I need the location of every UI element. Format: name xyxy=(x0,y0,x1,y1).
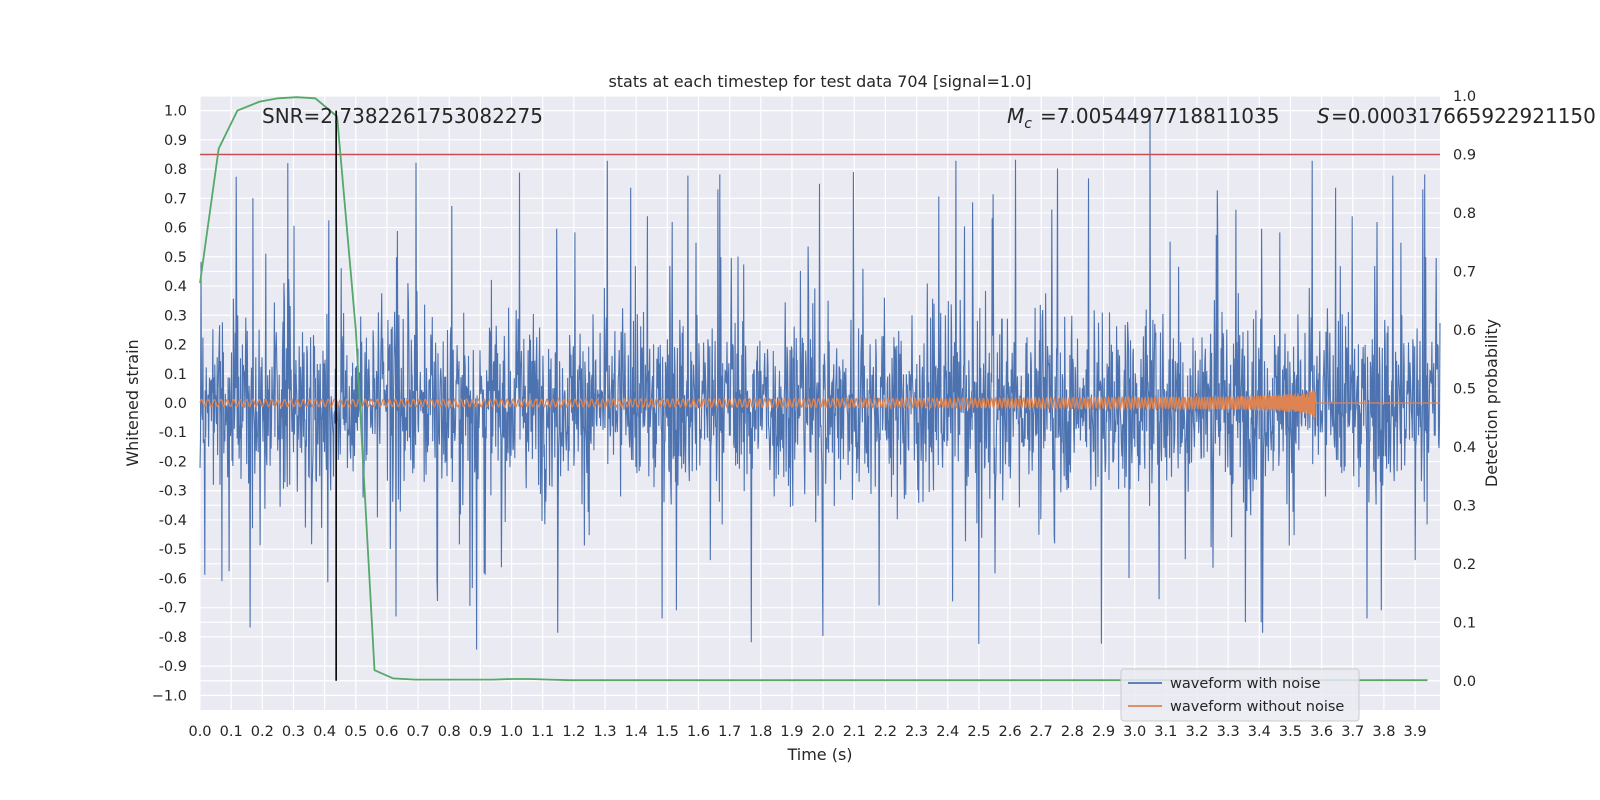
right-y-tick-label: 0.4 xyxy=(1453,440,1476,456)
x-tick-label: 0.3 xyxy=(282,724,305,740)
x-tick-label: 2.7 xyxy=(1030,724,1053,740)
x-tick-label: 1.3 xyxy=(593,724,616,740)
x-tick-label: 0.7 xyxy=(407,724,430,740)
x-tick-label: 2.2 xyxy=(874,724,897,740)
legend-label-clean: waveform without noise xyxy=(1170,699,1344,715)
y-axis-label: Whitened strain xyxy=(123,339,142,466)
x-tick-label: 1.1 xyxy=(531,724,554,740)
snr-annotation: SNR=2.7382261753082275 xyxy=(262,104,543,128)
x-tick-label: 2.4 xyxy=(936,724,959,740)
x-tick-label: 0.5 xyxy=(344,724,367,740)
y-tick-label: 0.8 xyxy=(164,162,187,178)
x-tick-label: 0.0 xyxy=(188,724,211,740)
x-tick-label: 2.8 xyxy=(1061,724,1084,740)
s-annotation: S =0.000317665922921150 xyxy=(1317,104,1596,128)
x-tick-label: 3.5 xyxy=(1279,724,1302,740)
x-tick-label: 3.0 xyxy=(1123,724,1146,740)
x-tick-label: 0.1 xyxy=(220,724,243,740)
x-tick-label: 0.2 xyxy=(251,724,274,740)
y-tick-label: 0.6 xyxy=(164,221,187,237)
y-tick-label: 0.5 xyxy=(164,250,187,266)
right-y-tick-label: 1.0 xyxy=(1453,89,1476,105)
x-tick-label: 2.1 xyxy=(843,724,866,740)
x-tick-label: 3.3 xyxy=(1217,724,1240,740)
right-y-tick-label: 0.8 xyxy=(1453,206,1476,222)
y-tick-label: 0.9 xyxy=(164,133,187,149)
series-waveform-without-noise xyxy=(199,388,1440,419)
x-tick-label: 3.2 xyxy=(1185,724,1208,740)
y-tick-label: 0.3 xyxy=(164,308,187,324)
x-tick-label: 1.5 xyxy=(656,724,679,740)
x-tick-label: 1.8 xyxy=(749,724,772,740)
x-tick-label: 2.3 xyxy=(905,724,928,740)
y-tick-label: 0.4 xyxy=(164,279,187,295)
x-tick-label: 1.6 xyxy=(687,724,710,740)
s-value: =0.000317665922921150 xyxy=(1331,104,1596,128)
y-tick-label: -0.1 xyxy=(159,425,187,441)
axes: 0.0 0.1 0.2 0.3 0.4 0.5 0.6 0.7 0.8 0.9 1.0 1.1 1.2 1… xyxy=(152,89,1476,740)
x-tick-label: 2.9 xyxy=(1092,724,1115,740)
x-tick-label: 3.7 xyxy=(1341,724,1364,740)
x-tick-label: 0.4 xyxy=(313,724,336,740)
x-tick-label: 1.9 xyxy=(780,724,803,740)
x-tick-label: 1.2 xyxy=(562,724,585,740)
x-tick-label: 3.9 xyxy=(1404,724,1427,740)
x-tick-label: 2.5 xyxy=(967,724,990,740)
legend-label-noise: waveform with noise xyxy=(1170,676,1321,692)
legend: waveform with noise waveform without noi… xyxy=(1120,668,1360,722)
s-symbol: S xyxy=(1317,104,1330,128)
right-y-tick-label: 0.1 xyxy=(1453,615,1476,631)
mc-value: =7.0054497718811035 xyxy=(1040,104,1279,128)
series-waveform-with-noise xyxy=(199,110,1441,650)
x-tick-label: 0.9 xyxy=(469,724,492,740)
right-y-tick-label: 0.6 xyxy=(1453,323,1476,339)
y-tick-label: -0.6 xyxy=(159,571,187,587)
y-tick-label: -0.4 xyxy=(159,513,187,529)
chart-title: stats at each timestep for test data 704… xyxy=(608,72,1031,91)
x-tick-label: 3.1 xyxy=(1154,724,1177,740)
x-tick-label: 1.4 xyxy=(625,724,648,740)
right-y-tick-label: 0.0 xyxy=(1453,674,1476,690)
x-tick-label: 1.7 xyxy=(718,724,741,740)
x-tick-label: 0.6 xyxy=(375,724,398,740)
right-y-tick-label: 0.7 xyxy=(1453,264,1476,280)
x-tick-label: 3.6 xyxy=(1310,724,1333,740)
right-y-tick-label: 0.3 xyxy=(1453,498,1476,514)
legend-box xyxy=(1120,668,1360,722)
y-tick-label: 0.7 xyxy=(164,191,187,207)
right-y-tick-label: 0.5 xyxy=(1453,381,1476,397)
x-tick-label: 0.8 xyxy=(438,724,461,740)
x-tick-label: 2.0 xyxy=(812,724,835,740)
right-y-tick-label: 0.2 xyxy=(1453,557,1476,573)
y-tick-label: -0.3 xyxy=(159,484,187,500)
y-tick-label: -0.9 xyxy=(159,659,187,675)
series-detection-probability xyxy=(199,96,1428,682)
y-tick-label: 0.0 xyxy=(164,396,187,412)
y-tick-label: 0.2 xyxy=(164,338,187,354)
x-tick-label: 2.6 xyxy=(999,724,1022,740)
data-layer xyxy=(199,96,1441,682)
x-tick-label: 3.8 xyxy=(1372,724,1395,740)
right-y-tick-label: 0.9 xyxy=(1453,147,1476,163)
y-tick-label: -0.8 xyxy=(159,630,187,646)
x-tick-label: 3.4 xyxy=(1248,724,1271,740)
y-tick-label: -0.5 xyxy=(159,542,187,558)
right-y-axis-label: Detection probability xyxy=(1482,319,1501,487)
y-tick-label: -0.7 xyxy=(159,601,187,617)
x-tick-label: 1.0 xyxy=(500,724,523,740)
y-tick-label: 0.1 xyxy=(164,367,187,383)
mc-annotation: Mc =7.0054497718811035 xyxy=(1007,104,1279,132)
y-tick-label: 1.0 xyxy=(164,104,187,120)
y-tick-label: -0.2 xyxy=(159,454,187,470)
x-axis-label: Time (s) xyxy=(786,745,852,764)
y-tick-label: −1.0 xyxy=(152,688,187,704)
